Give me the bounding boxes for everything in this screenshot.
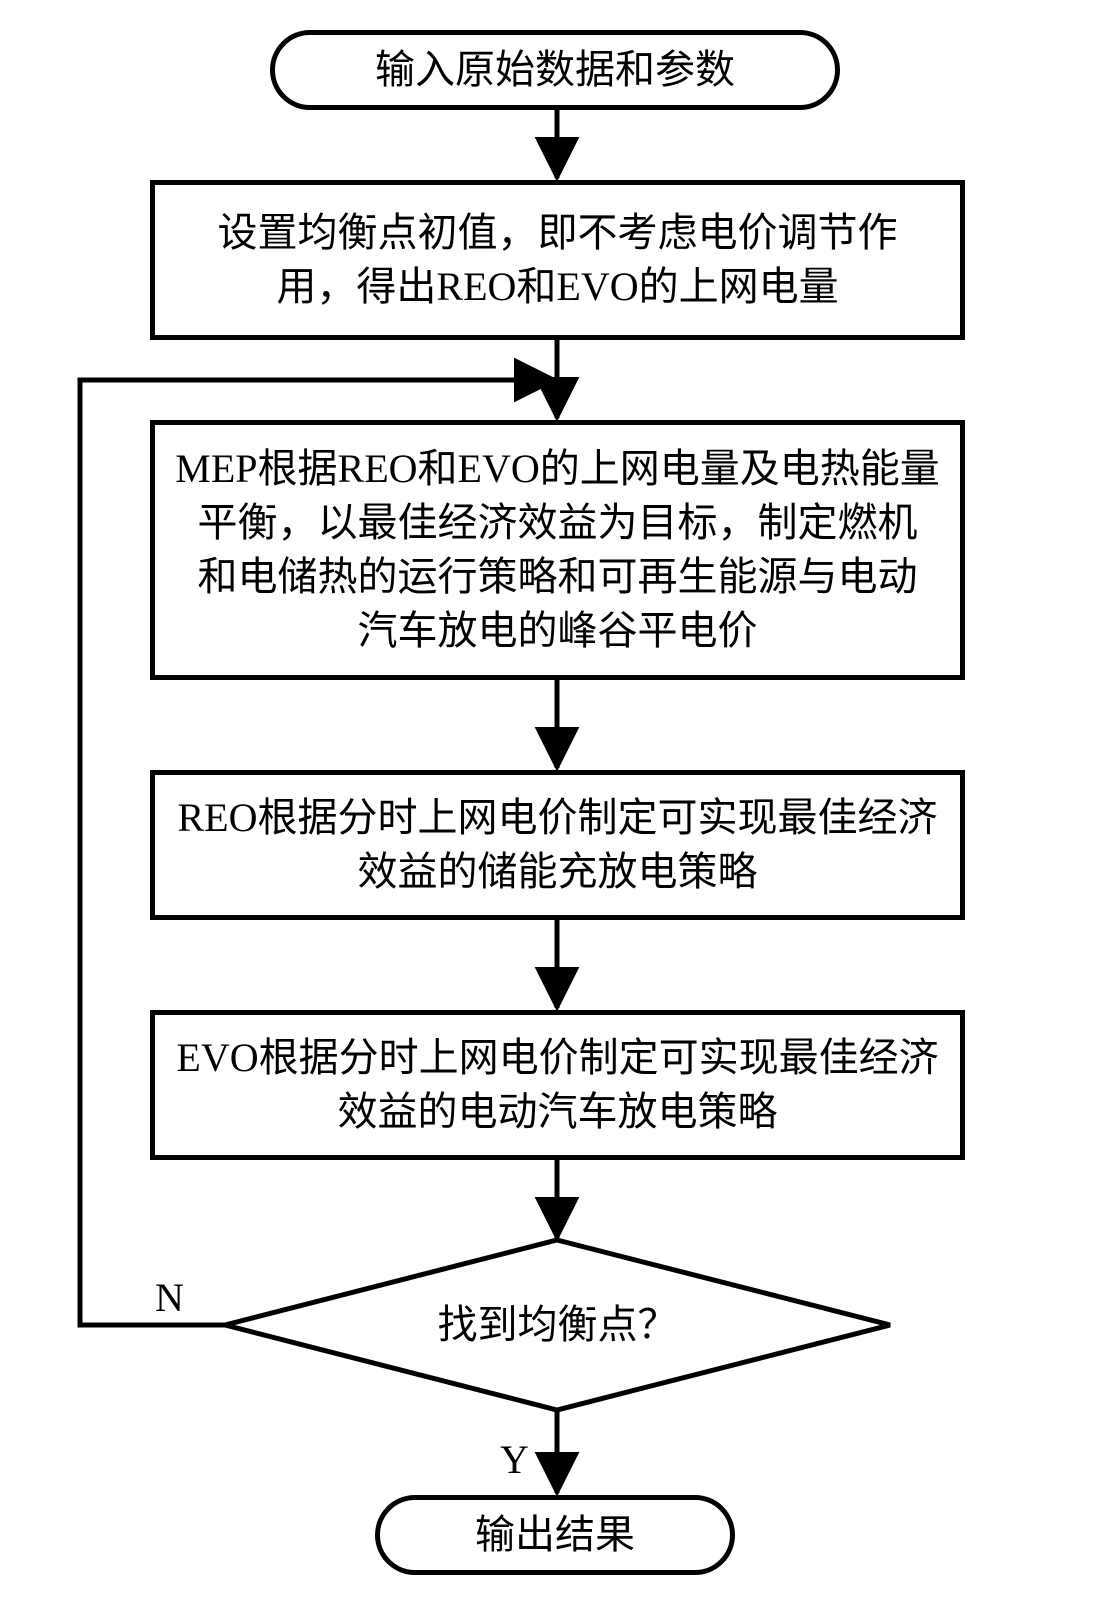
edge-label-no: N — [155, 1278, 195, 1318]
flow-node-init: 设置均衡点初值，即不考虑电价调节作 用，得出REO和EVO的上网电量 — [150, 180, 965, 340]
node-mep-label: MEP根据REO和EVO的上网电量及电热能量 平衡，以最佳经济效益为目标，制定燃… — [175, 442, 939, 658]
node-start-label: 输入原始数据和参数 — [375, 43, 735, 97]
node-init-label: 设置均衡点初值，即不考虑电价调节作 用，得出REO和EVO的上网电量 — [218, 206, 898, 314]
flow-node-decision: 找到均衡点？ — [225, 1240, 890, 1410]
edge-label-yes-text: Y — [500, 1433, 529, 1487]
edge-label-no-text: N — [155, 1271, 184, 1325]
node-end-label: 输出结果 — [475, 1508, 635, 1562]
node-evo-label: EVO根据分时上网电价制定可实现最佳经济 效益的电动汽车放电策略 — [176, 1031, 938, 1139]
flow-node-end: 输出结果 — [375, 1495, 735, 1575]
flow-node-start: 输入原始数据和参数 — [270, 30, 840, 110]
node-decision-label: 找到均衡点？ — [438, 1298, 678, 1352]
flow-node-evo: EVO根据分时上网电价制定可实现最佳经济 效益的电动汽车放电策略 — [150, 1010, 965, 1160]
flow-node-mep: MEP根据REO和EVO的上网电量及电热能量 平衡，以最佳经济效益为目标，制定燃… — [150, 420, 965, 680]
node-reo-label: REO根据分时上网电价制定可实现最佳经济 效益的储能充放电策略 — [178, 791, 938, 899]
edge-label-yes: Y — [500, 1440, 540, 1480]
flow-node-reo: REO根据分时上网电价制定可实现最佳经济 效益的储能充放电策略 — [150, 770, 965, 920]
